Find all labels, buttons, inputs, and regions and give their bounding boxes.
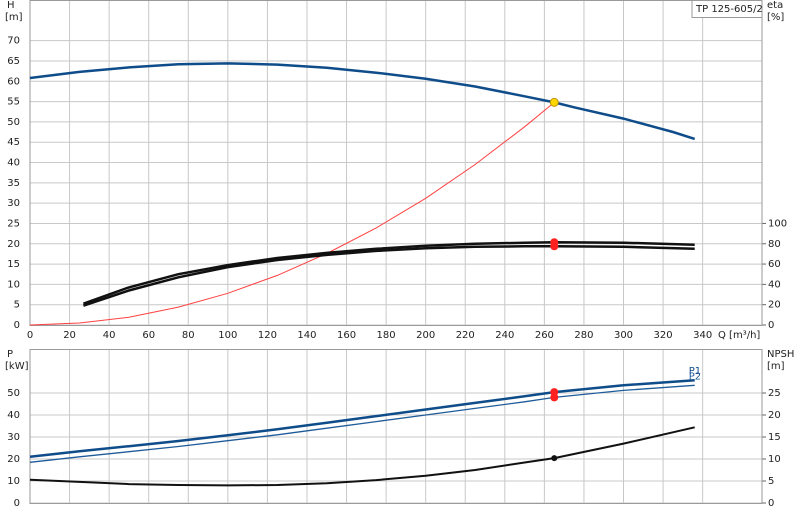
curve: [29, 426, 695, 487]
x-tick-label: 300: [614, 330, 633, 341]
series-label: P2: [689, 371, 701, 382]
y-tick-label: 35: [7, 178, 20, 189]
x-tick-label: 200: [416, 330, 435, 341]
y-axis-label: H: [7, 0, 15, 11]
x-tick-label: 320: [654, 330, 673, 341]
x-axis-label: Q [m³/h]: [718, 330, 760, 341]
y-tick-label: 40: [7, 410, 20, 421]
y2-tick-label: 0: [768, 320, 774, 331]
y2-tick-label: 100: [768, 218, 787, 229]
y-tick-label: 25: [7, 218, 20, 229]
x-tick-label: 80: [182, 330, 195, 341]
y-tick-label: 45: [7, 137, 20, 148]
y-tick-label: 0: [14, 320, 20, 331]
y-tick-label: 60: [7, 76, 20, 87]
x-tick-label: 260: [535, 330, 554, 341]
y-tick-label: 15: [7, 259, 20, 270]
x-tick-label: 280: [574, 330, 593, 341]
x-tick-label: 140: [297, 330, 316, 341]
curve: [29, 384, 695, 463]
title-box: [691, 0, 763, 18]
y-tick-label: 30: [7, 432, 20, 443]
y2-tick-label: 0: [768, 498, 774, 509]
y-tick-label: 55: [7, 97, 20, 108]
y2-tick-label: 25: [768, 388, 781, 399]
y-tick-label: 70: [7, 36, 20, 47]
y2-tick-label: 10: [768, 454, 781, 465]
y2-axis-unit: [m]: [767, 361, 785, 372]
x-tick-label: 220: [456, 330, 475, 341]
series-label: P1: [689, 366, 701, 377]
y2-axis-label: eta: [767, 0, 783, 11]
y-tick-label: 40: [7, 158, 20, 169]
y-tick-label: 50: [7, 388, 20, 399]
y-tick-label: 50: [7, 117, 20, 128]
y-tick-label: 0: [14, 498, 20, 509]
x-tick-label: 20: [63, 330, 76, 341]
operating-point: [549, 97, 559, 107]
plot-frame: [29, 349, 763, 504]
x-tick-label: 40: [103, 330, 116, 341]
y-tick-label: 5: [14, 300, 20, 311]
x-tick-label: 120: [258, 330, 277, 341]
operating-point: [550, 393, 559, 402]
y2-tick-label: 5: [768, 476, 774, 487]
y2-axis-unit: [%]: [767, 12, 784, 23]
plot-frame: [29, 0, 763, 326]
x-tick-label: 100: [218, 330, 237, 341]
y-tick-label: 65: [7, 56, 20, 67]
operating-point: [551, 455, 558, 462]
curve: [29, 378, 695, 459]
y-tick-label: 10: [7, 279, 20, 290]
curve: [29, 102, 555, 326]
chart-title: TP 125-605/2: [695, 4, 763, 15]
y2-tick-label: 15: [768, 432, 781, 443]
operating-point: [550, 242, 559, 251]
y2-tick-label: 60: [768, 259, 781, 270]
y-axis-label: P: [7, 349, 13, 360]
x-tick-label: 180: [377, 330, 396, 341]
x-tick-label: 240: [495, 330, 514, 341]
y2-tick-label: 20: [768, 410, 781, 421]
y2-axis-label: NPSH: [767, 349, 794, 360]
y-axis-unit: [kW]: [5, 361, 29, 372]
y-tick-label: 20: [7, 239, 20, 250]
x-tick-label: 160: [337, 330, 356, 341]
x-tick-label: 340: [693, 330, 712, 341]
y-tick-label: 10: [7, 476, 20, 487]
y2-tick-label: 20: [768, 300, 781, 311]
y-tick-label: 20: [7, 454, 20, 465]
y2-tick-label: 80: [768, 239, 781, 250]
x-tick-label: 60: [142, 330, 155, 341]
y-axis-unit: [m]: [5, 12, 23, 23]
x-tick-label: 0: [27, 330, 33, 341]
y2-tick-label: 40: [768, 279, 781, 290]
curve: [29, 62, 696, 141]
y-tick-label: 30: [7, 198, 20, 209]
